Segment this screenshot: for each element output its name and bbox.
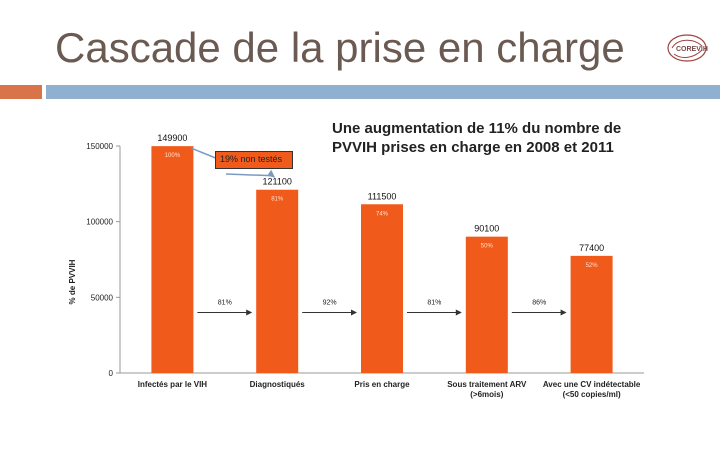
accent-bar-left [0, 85, 42, 99]
bar-percent-label: 52% [586, 263, 599, 269]
annotation-arrowhead [267, 169, 276, 178]
bar-value-label: 149900 [157, 133, 187, 143]
bar [256, 189, 299, 373]
bar [570, 255, 613, 373]
non-tested-text: 19% non testés [220, 154, 283, 164]
x-tick-label: (>6mois) [470, 390, 503, 399]
transition-arrowhead [455, 309, 462, 316]
non-tested-annotation: 19% non testés [215, 151, 293, 169]
annotation-arrow [191, 147, 219, 160]
slide-title: Cascade de la prise en charge [55, 24, 625, 71]
transition-label: 86% [532, 299, 546, 306]
y-tick-label: 100000 [86, 218, 113, 227]
chart-title-line1: Une augmentation de 11% du nombre de [332, 120, 621, 137]
x-tick-label: Sous traitement ARV [447, 380, 527, 389]
bar-labels: 149900 100% Infectés par le VIH 121100 81% Di… [138, 133, 641, 399]
bar-percent-label: 74% [376, 211, 389, 217]
x-tick-label: Diagnostiqués [250, 380, 306, 389]
y-tick-label: 0 [109, 369, 114, 378]
y-tick-label: 50000 [91, 293, 114, 302]
x-tick-label: Avec une CV indétectable [543, 380, 641, 389]
y-axis-label: % de PVVIH [68, 259, 77, 304]
bar [151, 146, 194, 373]
annotation-arrow [225, 173, 274, 177]
transition-label: 92% [323, 299, 337, 306]
transition-arrowhead [246, 309, 253, 316]
chart-panel: Une augmentation de 11% du nombre de PVV… [56, 112, 648, 410]
bar-value-label: 121100 [263, 177, 292, 187]
bar-value-label: 111500 [368, 191, 397, 201]
corevih-logo [667, 34, 707, 62]
bar-value-label: 77400 [579, 243, 604, 253]
bar-percent-label: 100% [165, 153, 181, 159]
x-tick-label: Pris en charge [354, 380, 410, 389]
bar [465, 236, 508, 373]
transition-arrowhead [351, 309, 357, 316]
transition-label: 81% [427, 299, 441, 306]
x-tick-label: (<50 copies/ml) [563, 390, 621, 399]
cascade-bar-chart: Une augmentation de 11% du nombre de PVV… [68, 120, 644, 399]
x-tick-label: Infectés par le VIH [138, 380, 208, 389]
bar-percent-label: 81% [271, 197, 284, 203]
y-tick-label: 150000 [86, 142, 113, 151]
transition-arrowhead [560, 309, 567, 316]
logo-text: COREVIH [676, 46, 708, 53]
transition-label: 81% [218, 299, 232, 306]
bar-value-label: 90100 [474, 224, 499, 234]
bar-percent-label: 50% [481, 244, 494, 250]
chart-title-line2: PVVIH prises en charge en 2008 et 2011 [332, 139, 614, 156]
bars [151, 146, 613, 373]
transition-arrows: 81% 92% 81% 86% [191, 147, 567, 316]
accent-bar-right [46, 85, 720, 99]
bar [361, 204, 403, 373]
